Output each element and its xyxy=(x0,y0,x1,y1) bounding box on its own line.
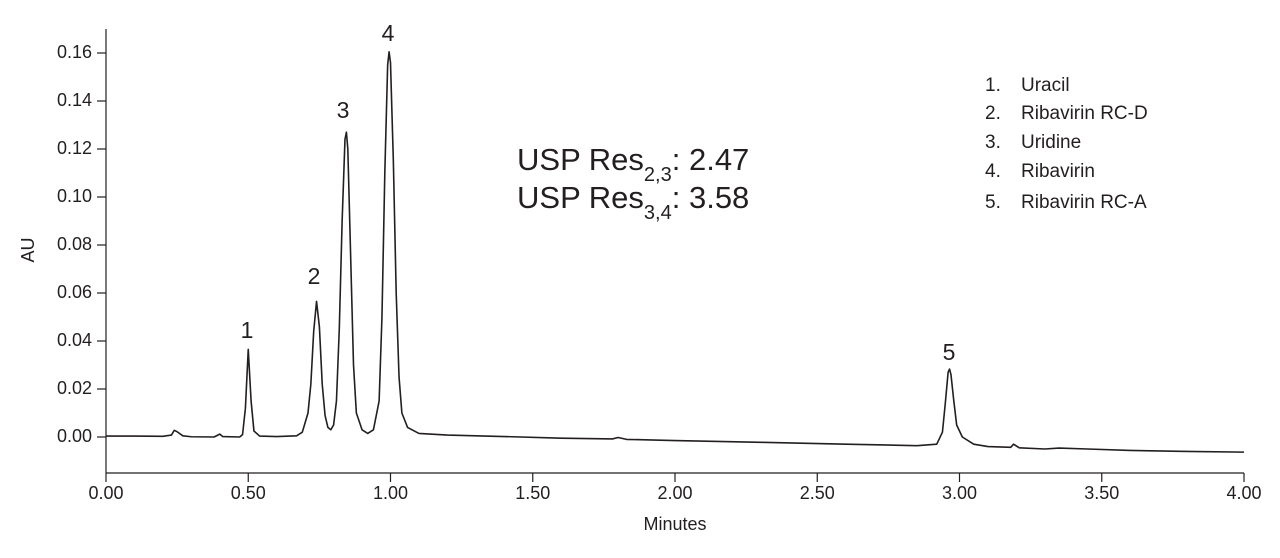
peak-label: 5 xyxy=(943,339,956,365)
resolution-subscript: 3,4 xyxy=(644,202,672,224)
resolution-text: USP Res3,4: 3.58 xyxy=(517,180,749,224)
x-axis-label: Minutes xyxy=(643,514,706,534)
x-tick-label: 3.00 xyxy=(942,483,977,503)
y-tick-label: 0.14 xyxy=(57,90,92,110)
resolution-label: USP Res xyxy=(517,142,644,177)
y-tick-label: 0.08 xyxy=(57,234,92,254)
legend-number: 1. xyxy=(985,75,1001,96)
x-tick-label: 0.00 xyxy=(88,483,123,503)
y-tick-label: 0.00 xyxy=(57,426,92,446)
resolution-value: : 3.58 xyxy=(672,180,750,215)
legend-number: 4. xyxy=(985,161,1001,182)
legend-number: 3. xyxy=(985,132,1001,153)
resolution-subscript: 2,3 xyxy=(644,164,672,186)
legend-name: Uracil xyxy=(1021,75,1070,96)
x-tick-label: 1.00 xyxy=(373,483,408,503)
y-tick-label: 0.04 xyxy=(57,330,92,350)
resolution-label: USP Res xyxy=(517,180,644,215)
x-tick-label: 3.50 xyxy=(1084,483,1119,503)
peak-label: 2 xyxy=(308,263,321,289)
legend-name: Ribavirin RC-A xyxy=(1021,192,1147,213)
x-tick-label: 4.00 xyxy=(1226,483,1261,503)
y-tick-label: 0.10 xyxy=(57,186,92,206)
x-tick-label: 1.50 xyxy=(515,483,550,503)
peak-label: 4 xyxy=(382,20,395,46)
y-axis-label: AU xyxy=(18,237,38,262)
legend-number: 5. xyxy=(985,192,1001,213)
x-tick-label: 2.00 xyxy=(657,483,692,503)
y-tick-label: 0.02 xyxy=(57,378,92,398)
y-tick-label: 0.06 xyxy=(57,282,92,302)
y-tick-label: 0.16 xyxy=(57,42,92,62)
x-tick-label: 2.50 xyxy=(800,483,835,503)
x-tick-label: 0.50 xyxy=(231,483,266,503)
legend-number: 2. xyxy=(985,103,1001,124)
peak-label: 1 xyxy=(241,317,254,343)
y-tick-label: 0.12 xyxy=(57,138,92,158)
peak-label: 3 xyxy=(337,97,350,123)
legend-name: Ribavirin xyxy=(1021,161,1095,182)
chromatogram-trace xyxy=(106,51,1245,453)
legend-name: Uridine xyxy=(1021,132,1081,153)
legend-name: Ribavirin RC-D xyxy=(1021,103,1148,124)
resolution-text: USP Res2,3: 2.47 xyxy=(517,142,749,186)
resolution-value: : 2.47 xyxy=(672,142,750,177)
